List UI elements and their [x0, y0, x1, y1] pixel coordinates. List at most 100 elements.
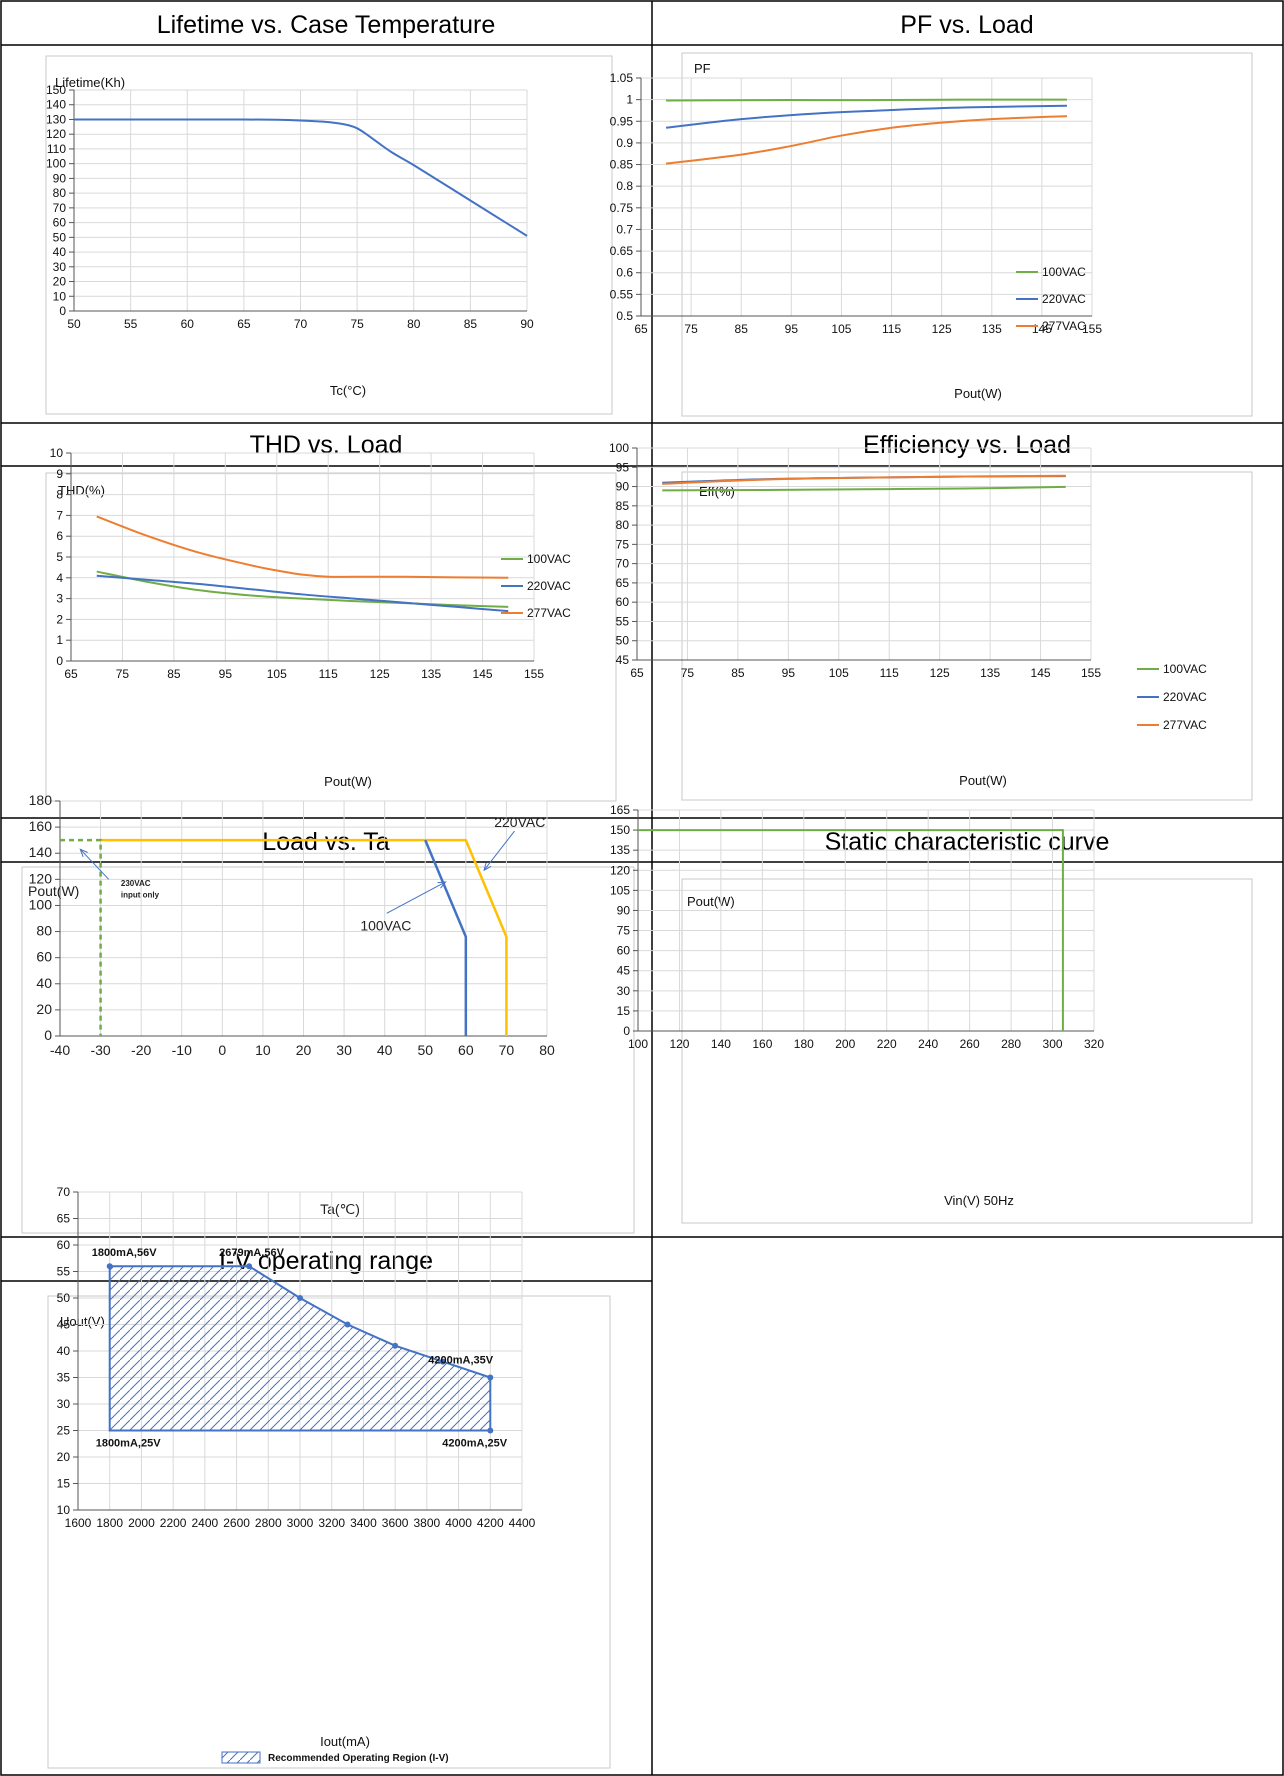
legend-label: 100VAC	[1042, 265, 1086, 279]
y-tick-label: 5	[56, 550, 63, 564]
x-tick-label: 320	[1084, 1037, 1104, 1051]
y-tick-label: 0.85	[610, 158, 634, 172]
y-tick-label: 80	[36, 923, 52, 939]
region-vertex	[106, 1263, 113, 1270]
chart-lifetime: Lifetime(Kh) Tc(°C) 50 55 60 65 70 75 80 85 9001…	[46, 75, 534, 398]
x-tick-label: 85	[167, 667, 181, 681]
x-tick-label: 155	[524, 667, 544, 681]
y-tick-label: 150	[610, 823, 630, 837]
y-tick-label: 90	[617, 903, 631, 917]
chart-title: Static characteristic curve	[825, 828, 1110, 856]
y-tick-label: 0.5	[616, 309, 633, 323]
x-axis-label: Pout(W)	[324, 774, 372, 789]
series-line	[665, 115, 1067, 165]
series-line	[662, 485, 1066, 492]
x-tick-label: 2800	[255, 1516, 282, 1530]
annotation-arrow	[386, 881, 446, 914]
y-tick-label: 0	[623, 1024, 630, 1038]
y-axis-label: THD(%)	[58, 483, 105, 498]
x-tick-label: 135	[980, 666, 1000, 680]
annotation-230vac: 230VAC	[121, 879, 151, 888]
y-tick-label: 0.95	[610, 114, 634, 128]
y-tick-label: 70	[57, 1185, 71, 1199]
x-tick-label: 90	[520, 317, 534, 331]
x-tick-label: 105	[831, 322, 851, 336]
x-tick-label: -30	[90, 1042, 110, 1058]
y-tick-label: 55	[616, 614, 630, 628]
x-tick-label: 10	[255, 1042, 271, 1058]
series-line	[96, 570, 509, 608]
series-line	[74, 118, 528, 237]
x-axis-label: Ta(℃)	[320, 1201, 360, 1217]
annotation-220vac: 220VAC	[494, 814, 545, 830]
series-line	[100, 838, 508, 1036]
y-tick-label: 40	[53, 245, 67, 259]
x-tick-label: 30	[336, 1042, 352, 1058]
y-tick-label: 20	[53, 275, 67, 289]
x-tick-label: 2200	[160, 1516, 187, 1530]
x-tick-label: 95	[785, 322, 799, 336]
y-tick-label: 0.6	[616, 266, 633, 280]
x-tick-label: 4400	[509, 1516, 536, 1530]
y-tick-label: 2	[56, 612, 63, 626]
x-tick-label: 40	[377, 1042, 393, 1058]
series-line	[96, 515, 509, 579]
y-tick-label: 30	[617, 984, 631, 998]
x-tick-label: 75	[684, 322, 698, 336]
chart-title: THD vs. Load	[250, 431, 403, 459]
x-tick-label: 3400	[350, 1516, 377, 1530]
legend-label: 277VAC	[1163, 718, 1207, 732]
x-tick-label: 95	[782, 666, 796, 680]
series-line	[665, 104, 1067, 129]
x-tick-label: 125	[932, 322, 952, 336]
y-tick-label: 75	[616, 537, 630, 551]
x-tick-label: 1600	[65, 1516, 92, 1530]
y-tick-label: 60	[53, 216, 67, 230]
x-tick-label: 3800	[414, 1516, 441, 1530]
region-vertex	[246, 1263, 253, 1270]
x-tick-label: 65	[630, 666, 644, 680]
annotation-arrow	[483, 830, 515, 871]
chart-frame	[681, 878, 1253, 1224]
y-tick-label: 90	[53, 171, 67, 185]
y-tick-label: 40	[36, 975, 52, 991]
x-tick-label: 80	[407, 317, 421, 331]
region-vertex	[392, 1342, 399, 1349]
x-tick-label: 260	[960, 1037, 980, 1051]
chart-frame	[21, 866, 635, 1234]
x-tick-label: 145	[1031, 666, 1051, 680]
legend-label: 277VAC	[1042, 319, 1086, 333]
y-tick-label: 100	[46, 157, 66, 171]
x-axis-label: Pout(W)	[959, 773, 1007, 788]
y-tick-label: 45	[57, 1318, 71, 1332]
y-tick-label: 50	[57, 1291, 71, 1305]
x-tick-label: 65	[634, 322, 648, 336]
y-tick-label: 105	[610, 883, 630, 897]
y-tick-label: 10	[53, 289, 67, 303]
y-axis-label: Lifetime(Kh)	[55, 75, 125, 90]
y-tick-label: 140	[46, 98, 66, 112]
y-tick-label: 80	[616, 518, 630, 532]
x-tick-label: 2000	[128, 1516, 155, 1530]
y-tick-label: 0.7	[616, 222, 633, 236]
y-tick-label: 70	[616, 557, 630, 571]
y-tick-label: 120	[46, 127, 66, 141]
series-line	[666, 98, 1067, 102]
y-tick-label: 75	[617, 924, 631, 938]
x-tick-label: 200	[835, 1037, 855, 1051]
x-tick-label: 2600	[223, 1516, 250, 1530]
x-tick-label: 55	[124, 317, 138, 331]
x-tick-label: 145	[473, 667, 493, 681]
y-tick-label: 0	[59, 304, 66, 318]
y-tick-label: 6	[56, 529, 63, 543]
y-tick-label: 60	[617, 944, 631, 958]
y-tick-label: 70	[53, 201, 67, 215]
x-tick-label: 95	[219, 667, 233, 681]
y-tick-label: 90	[616, 480, 630, 494]
y-tick-label: 165	[610, 803, 630, 817]
x-tick-label: 60	[181, 317, 195, 331]
x-tick-label: 1800	[96, 1516, 123, 1530]
x-axis-label: Vin(V) 50Hz	[944, 1193, 1014, 1208]
y-tick-label: 65	[616, 576, 630, 590]
